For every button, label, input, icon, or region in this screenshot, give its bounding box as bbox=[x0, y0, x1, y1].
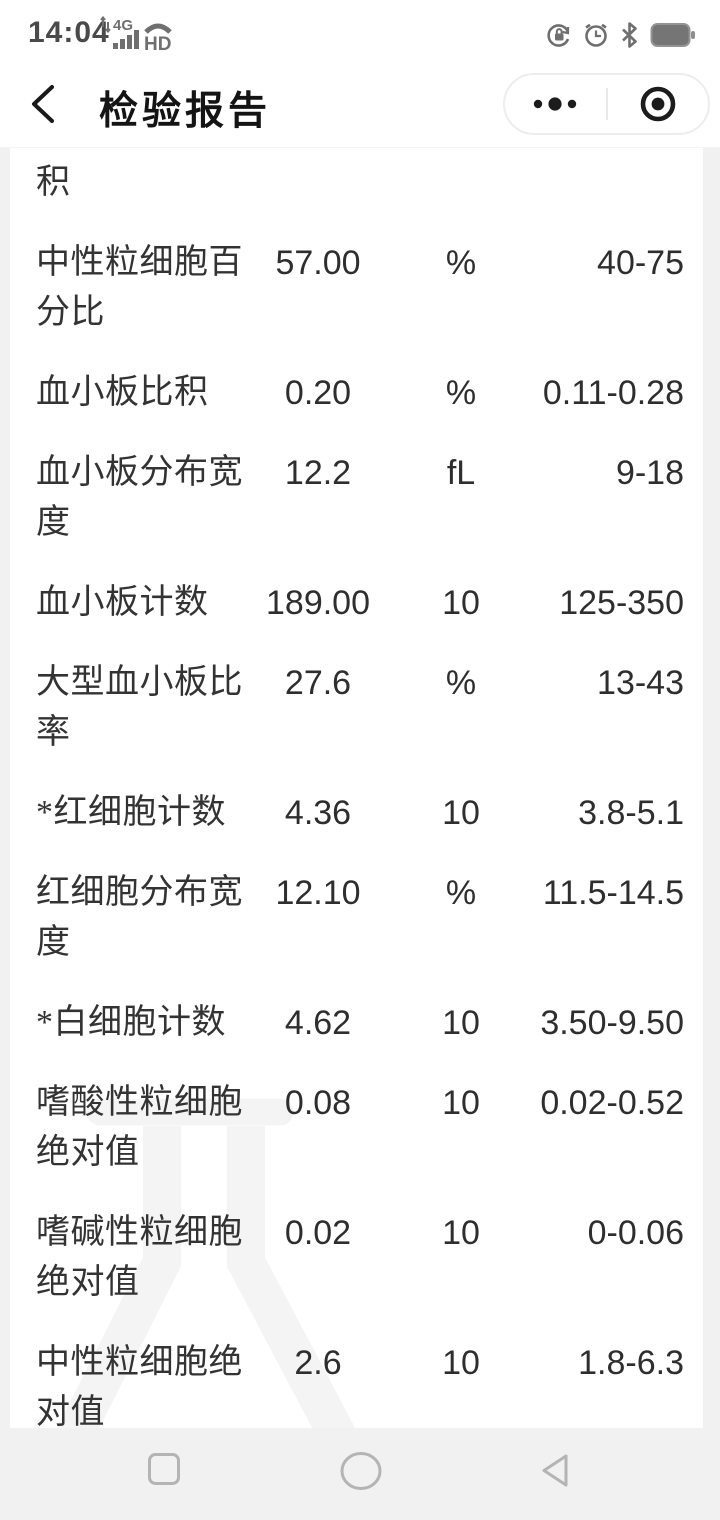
row-value: 2.6 bbox=[294, 1344, 342, 1382]
row-name: 大型血小板比率 bbox=[36, 664, 243, 751]
table-row: *红细胞计数 4.36 10 3.8-5.1 bbox=[36, 788, 684, 838]
more-dots-icon bbox=[534, 97, 577, 111]
report-card: 积 中性粒细胞百分比 57.00 % 40-75 血小板比积 0.20 % 0.… bbox=[10, 148, 703, 1428]
clock-time: 14:04 bbox=[28, 16, 110, 49]
back-nav-button[interactable] bbox=[538, 1452, 572, 1495]
row-name: 嗜酸性粒细胞绝对值 bbox=[36, 1084, 243, 1171]
android-nav-bar bbox=[0, 1428, 720, 1520]
recents-square-icon bbox=[148, 1453, 180, 1485]
row-name: *红细胞计数 bbox=[36, 794, 226, 831]
report-scroll-area[interactable]: 积 中性粒细胞百分比 57.00 % 40-75 血小板比积 0.20 % 0.… bbox=[0, 148, 720, 1428]
row-value: 57.00 bbox=[275, 244, 361, 282]
volte-label: HD bbox=[144, 34, 171, 55]
row-value: 4.62 bbox=[284, 1004, 352, 1042]
row-range: 3.50-9.50 bbox=[540, 1004, 684, 1042]
row-unit: 10 bbox=[442, 1084, 480, 1122]
row-name: 积 bbox=[36, 164, 71, 201]
row-range: 1.8-6.3 bbox=[578, 1344, 684, 1382]
row-name: 中性粒细胞百分比 bbox=[36, 244, 243, 331]
table-row: 血小板计数 189.00 10 125-350 bbox=[36, 578, 684, 628]
back-triangle-icon bbox=[542, 1454, 568, 1487]
home-circle-icon bbox=[340, 1452, 382, 1490]
page-title: 检验报告 bbox=[99, 90, 272, 133]
home-button[interactable] bbox=[339, 1452, 383, 1497]
row-range: 3.8-5.1 bbox=[578, 794, 684, 832]
back-button[interactable] bbox=[24, 82, 68, 126]
row-value: 189.00 bbox=[266, 584, 370, 622]
status-bar: 14:04 4G HD bbox=[0, 0, 720, 60]
row-unit: % bbox=[445, 374, 477, 412]
row-unit: % bbox=[445, 874, 477, 912]
row-name: 血小板分布宽度 bbox=[36, 454, 243, 541]
row-range: 0-0.06 bbox=[587, 1214, 684, 1252]
network-type-label: 4G bbox=[113, 17, 133, 34]
status-icons bbox=[545, 21, 696, 54]
row-name: 中性粒细胞绝对值 bbox=[36, 1344, 243, 1428]
table-row: *白细胞计数 4.62 10 3.50-9.50 bbox=[36, 998, 684, 1048]
chevron-left-icon bbox=[32, 85, 54, 123]
table-row: 血小板分布宽度 12.2 fL 9-18 bbox=[36, 448, 684, 548]
table-row: 中性粒细胞百分比 57.00 % 40-75 bbox=[36, 238, 684, 338]
row-name: 血小板计数 bbox=[36, 584, 209, 621]
row-name: 红细胞分布宽度 bbox=[36, 874, 243, 961]
row-range: 0.02-0.52 bbox=[540, 1084, 684, 1122]
row-range: 125-350 bbox=[559, 584, 684, 622]
volte-arc bbox=[144, 23, 172, 34]
recents-button[interactable] bbox=[147, 1452, 181, 1491]
row-unit: 10 bbox=[442, 584, 480, 622]
rotation-lock-icon bbox=[545, 21, 573, 54]
miniprogram-capsule bbox=[503, 73, 710, 135]
row-name: 嗜碱性粒细胞绝对值 bbox=[36, 1214, 243, 1301]
row-range: 9-18 bbox=[615, 454, 684, 492]
row-range: 13-43 bbox=[597, 664, 684, 702]
row-name: *白细胞计数 bbox=[36, 1004, 226, 1041]
table-row: 红细胞分布宽度 12.10 % 11.5-14.5 bbox=[36, 868, 684, 968]
row-value: 4.36 bbox=[284, 794, 352, 832]
network-indicator: 4G HD bbox=[100, 13, 196, 60]
row-value: 12.10 bbox=[275, 874, 361, 912]
table-row: 中性粒细胞绝对值 2.6 10 1.8-6.3 bbox=[36, 1338, 684, 1428]
row-unit: % bbox=[445, 664, 477, 702]
row-value: 0.02 bbox=[284, 1214, 352, 1252]
row-unit: fL bbox=[446, 454, 476, 492]
row-range: 0.11-0.28 bbox=[542, 374, 684, 412]
exit-button[interactable] bbox=[608, 75, 709, 133]
row-unit: 10 bbox=[442, 1004, 480, 1042]
table-row: 血小板比积 0.20 % 0.11-0.28 bbox=[36, 368, 684, 418]
battery-icon bbox=[650, 22, 696, 53]
nav-header: 检验报告 bbox=[0, 60, 720, 148]
row-name: 血小板比积 bbox=[36, 374, 209, 411]
row-unit: 10 bbox=[442, 794, 480, 832]
row-value: 12.2 bbox=[284, 454, 352, 492]
row-range: 40-75 bbox=[597, 244, 684, 282]
row-unit: 10 bbox=[442, 1344, 480, 1382]
bluetooth-icon bbox=[619, 21, 641, 54]
table-row: 积 bbox=[36, 158, 684, 208]
capsule-divider bbox=[605, 88, 608, 120]
row-unit: 10 bbox=[442, 1214, 480, 1252]
row-unit: % bbox=[445, 244, 477, 282]
target-dot-icon bbox=[640, 86, 676, 122]
table-row: 大型血小板比率 27.6 % 13-43 bbox=[36, 658, 684, 758]
row-value: 0.20 bbox=[284, 374, 352, 412]
table-row: 嗜酸性粒细胞绝对值 0.08 10 0.02-0.52 bbox=[36, 1078, 684, 1178]
row-range: 11.5-14.5 bbox=[542, 874, 684, 912]
table-row: 嗜碱性粒细胞绝对值 0.02 10 0-0.06 bbox=[36, 1208, 684, 1308]
more-button[interactable] bbox=[505, 75, 606, 133]
row-value: 27.6 bbox=[284, 664, 352, 702]
alarm-clock-icon bbox=[582, 21, 610, 54]
row-value: 0.08 bbox=[284, 1084, 352, 1122]
